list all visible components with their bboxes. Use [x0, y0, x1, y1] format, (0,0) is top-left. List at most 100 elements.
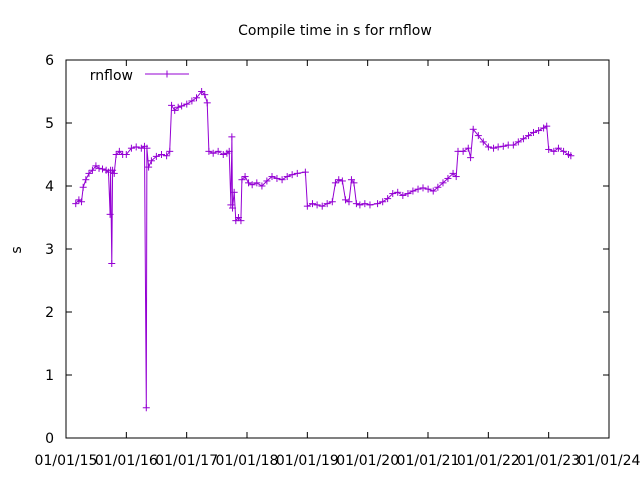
- data-point: [350, 179, 358, 187]
- data-point: [328, 198, 336, 206]
- data-point: [434, 183, 442, 191]
- data-point: [95, 164, 103, 172]
- data-point: [439, 179, 447, 187]
- data-point: [429, 187, 437, 195]
- data-point: [366, 201, 374, 209]
- data-point: [108, 259, 116, 267]
- data-point: [379, 198, 387, 206]
- data-point: [374, 200, 382, 208]
- data-point: [112, 151, 120, 158]
- data-point: [85, 169, 93, 177]
- data-point: [268, 173, 276, 181]
- data-point: [106, 210, 114, 218]
- legend: rnflow: [90, 68, 189, 84]
- data-point: [109, 166, 117, 174]
- data-point: [467, 154, 475, 162]
- data-point: [258, 182, 266, 190]
- data-point: [313, 201, 321, 209]
- data-point: [293, 169, 301, 177]
- x-tick-label: 01/01/16: [95, 453, 158, 469]
- data-point: [283, 173, 291, 181]
- data-point: [241, 173, 249, 181]
- data-point: [560, 147, 568, 155]
- data-point: [318, 202, 326, 210]
- data-point: [352, 200, 360, 208]
- data-point: [394, 188, 402, 196]
- data-point: [163, 152, 171, 160]
- data-point: [263, 177, 271, 185]
- data-point: [409, 187, 417, 195]
- data-point: [166, 147, 174, 155]
- data-point: [452, 173, 460, 181]
- y-tick-label: 0: [45, 431, 54, 447]
- data-point: [530, 128, 538, 136]
- data-point: [248, 181, 256, 189]
- data-point: [419, 184, 427, 192]
- data-point: [201, 91, 209, 99]
- data-point: [535, 127, 543, 135]
- data-point: [356, 201, 364, 209]
- data-point: [115, 147, 123, 155]
- plot-frame: [65, 59, 610, 439]
- data-point: [384, 195, 392, 203]
- data-point: [278, 176, 286, 184]
- data-point: [525, 132, 533, 140]
- data-point: [229, 204, 237, 212]
- data-point: [399, 191, 407, 199]
- data-point: [545, 145, 553, 153]
- data-point: [342, 196, 350, 204]
- data-point: [171, 106, 179, 114]
- x-ticks: 01/01/1501/01/1601/01/1701/01/1801/01/19…: [35, 60, 640, 469]
- data-point: [143, 144, 151, 152]
- legend-sample: [145, 70, 189, 78]
- x-tick-label: 01/01/15: [35, 453, 98, 469]
- data-point: [214, 147, 222, 155]
- data-point: [331, 179, 339, 187]
- data-point: [147, 157, 155, 165]
- data-point: [484, 143, 492, 151]
- data-point: [253, 179, 261, 187]
- data-point: [543, 122, 551, 130]
- data-point: [519, 135, 527, 143]
- y-ticks: 0 1 2 3 4 5 6: [45, 53, 609, 447]
- data-point: [444, 174, 452, 182]
- data-point: [499, 142, 507, 150]
- data-point: [514, 138, 522, 146]
- data-point: [494, 143, 502, 151]
- x-tick-label: 01/01/21: [397, 453, 460, 469]
- x-tick-label: 01/01/22: [457, 453, 520, 469]
- data-point: [404, 190, 412, 198]
- data-point: [122, 151, 130, 158]
- data-point: [145, 163, 153, 171]
- data-point: [193, 94, 201, 102]
- data-point: [449, 169, 457, 177]
- data-point: [490, 144, 498, 152]
- data-point: [88, 166, 96, 174]
- x-tick-label: 01/01/20: [336, 453, 399, 469]
- data-point: [288, 171, 296, 179]
- data-point: [110, 169, 118, 177]
- x-tick-label: 01/01/18: [216, 453, 279, 469]
- legend-label: rnflow: [90, 68, 133, 84]
- data-point: [238, 176, 246, 184]
- data-point: [389, 190, 397, 198]
- data-point: [225, 147, 233, 155]
- data-point: [361, 200, 369, 208]
- data-point: [237, 217, 245, 225]
- y-tick-label: 6: [45, 53, 54, 69]
- data-point: [345, 198, 353, 206]
- data-point: [554, 144, 562, 152]
- data-point: [301, 168, 309, 176]
- y-tick-label: 4: [45, 179, 54, 195]
- data-point: [414, 185, 422, 193]
- data-point: [219, 151, 227, 158]
- data-point: [245, 179, 253, 187]
- data-point: [99, 165, 107, 173]
- data-point: [479, 138, 487, 146]
- y-axis-label: s: [9, 246, 25, 253]
- y-tick-label: 2: [45, 305, 54, 321]
- data-point: [308, 200, 316, 208]
- data-point: [474, 132, 482, 140]
- data-point: [188, 97, 196, 105]
